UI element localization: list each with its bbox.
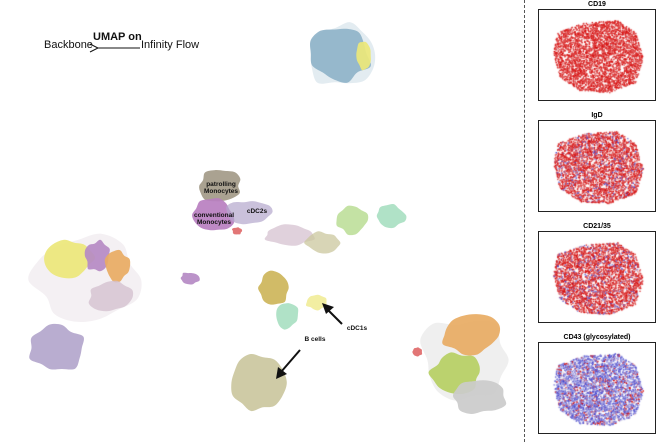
title-left: Backbone (44, 39, 93, 51)
panel-divider (524, 0, 525, 442)
cluster-khaki-band (304, 231, 341, 254)
cluster-cdc2s-region (226, 201, 273, 225)
cluster-top-yellow (356, 41, 371, 71)
cluster-small-purple (180, 272, 200, 285)
cluster-green-right (336, 205, 369, 236)
panel-title-cd21-35: CD21/35 (583, 223, 611, 230)
label-cdc2s: cDC2s (246, 208, 268, 215)
marker-panel-cd19 (538, 9, 656, 101)
marker-panel-igd (538, 120, 656, 212)
title-arrow (89, 43, 140, 53)
title-right: Infinity Flow (141, 39, 200, 51)
title-center: UMAP on (93, 31, 142, 43)
marker-plot-cd19 (539, 10, 655, 100)
b-cells-arrowhead (276, 367, 287, 379)
umap-plot (28, 22, 509, 415)
label-cdc1s: cDC1s (346, 325, 368, 332)
cluster-left-lavender (29, 323, 84, 370)
chart-title: Backbone UMAP on Infinity Flow (44, 30, 234, 60)
annotation-arrows (276, 303, 343, 379)
cluster-right-grey (452, 380, 507, 415)
cluster-top-blue (310, 28, 371, 83)
marker-panel-cd21-35 (538, 231, 656, 323)
cluster-b-cells (231, 353, 287, 412)
label-patrolling-monocytes: patrolling Monocytes (204, 181, 238, 195)
cdc1s-arrowhead (322, 303, 334, 314)
panel-title-cd43: CD43 (glycosylated) (563, 334, 631, 341)
cluster-left-purple (84, 239, 110, 272)
cluster-gold (258, 270, 289, 305)
marker-plot-igd (539, 121, 655, 211)
cluster-left-yellow (44, 239, 96, 279)
cluster-left-pink (88, 280, 134, 312)
cdc1s-arrow (327, 309, 343, 325)
panel-title-igd: IgD (591, 112, 603, 119)
label-b-cells: B cells (304, 336, 326, 343)
cluster-conventional-monocytes (192, 198, 235, 231)
marker-panel-cd43 (538, 342, 656, 434)
cluster-mint (376, 203, 407, 229)
cluster-grey-band (264, 224, 315, 246)
cluster-red-small (231, 227, 243, 235)
label-conventional-monocytes: conventional Monocytes (193, 212, 235, 226)
marker-plot-cd43 (539, 343, 655, 433)
cluster-cdc1s (305, 294, 327, 311)
marker-plot-cd21-35 (539, 232, 655, 322)
b-cells-arrow (280, 349, 301, 373)
cluster-mint-mid (276, 303, 299, 330)
panel-title-cd19: CD19 (588, 1, 606, 8)
umap-clusters (28, 22, 509, 415)
cluster-patrolling-monocytes (199, 170, 241, 202)
cluster-left-orange (104, 249, 131, 283)
cluster-right-orange (442, 314, 501, 356)
cluster-right-red (412, 347, 423, 357)
